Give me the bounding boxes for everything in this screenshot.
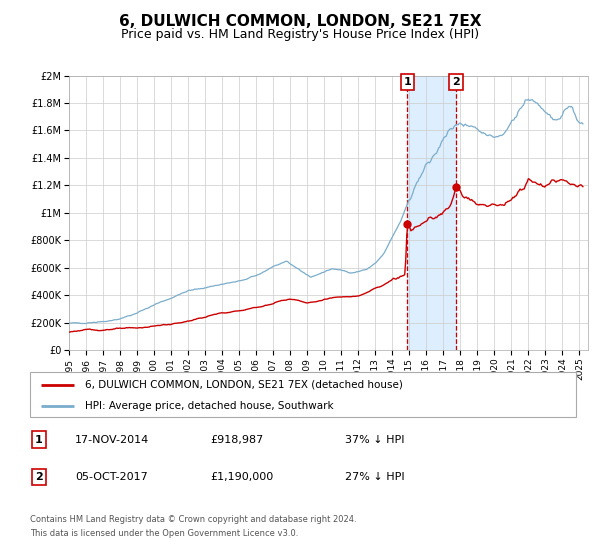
Text: £918,987: £918,987 xyxy=(210,435,263,445)
FancyBboxPatch shape xyxy=(30,372,576,417)
Text: 37% ↓ HPI: 37% ↓ HPI xyxy=(345,435,404,445)
Text: 17-NOV-2014: 17-NOV-2014 xyxy=(75,435,149,445)
Text: £1,190,000: £1,190,000 xyxy=(210,472,273,482)
Text: Contains HM Land Registry data © Crown copyright and database right 2024.: Contains HM Land Registry data © Crown c… xyxy=(30,515,356,524)
Text: HPI: Average price, detached house, Southwark: HPI: Average price, detached house, Sout… xyxy=(85,401,333,411)
Bar xyxy=(407,76,456,350)
Text: Price paid vs. HM Land Registry's House Price Index (HPI): Price paid vs. HM Land Registry's House … xyxy=(121,28,479,41)
Text: 2: 2 xyxy=(452,77,460,87)
Text: 1: 1 xyxy=(35,435,43,445)
Text: 2: 2 xyxy=(35,472,43,482)
Text: 6, DULWICH COMMON, LONDON, SE21 7EX (detached house): 6, DULWICH COMMON, LONDON, SE21 7EX (det… xyxy=(85,380,403,390)
Text: 1: 1 xyxy=(403,77,411,87)
Text: This data is licensed under the Open Government Licence v3.0.: This data is licensed under the Open Gov… xyxy=(30,529,298,538)
Text: 05-OCT-2017: 05-OCT-2017 xyxy=(75,472,148,482)
Text: 27% ↓ HPI: 27% ↓ HPI xyxy=(345,472,404,482)
Text: 6, DULWICH COMMON, LONDON, SE21 7EX: 6, DULWICH COMMON, LONDON, SE21 7EX xyxy=(119,14,481,29)
